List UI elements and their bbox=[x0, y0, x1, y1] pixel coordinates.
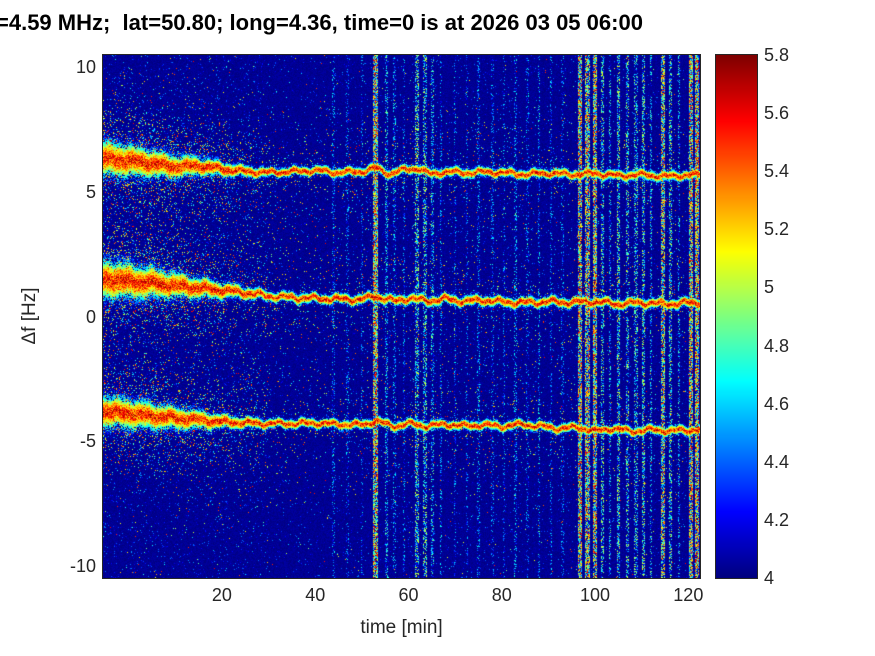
x-axis-label: time [min] bbox=[360, 617, 443, 638]
heatmap-canvas bbox=[103, 55, 700, 578]
colorbar-tick-label: 5.6 bbox=[764, 103, 790, 124]
colorbar-tick-label: 4.2 bbox=[764, 509, 790, 530]
colorbar-tick-label: 5.4 bbox=[764, 161, 790, 182]
chart-title: =4.59 MHz; lat=50.80; long=4.36, time=0 … bbox=[0, 10, 643, 35]
x-tick-label: 80 bbox=[491, 585, 512, 605]
colorbar bbox=[715, 54, 758, 579]
colorbar-tick-label: 5.2 bbox=[764, 219, 790, 240]
colorbar-tick-label: 4.6 bbox=[764, 393, 790, 414]
y-tick-label: -10 bbox=[69, 555, 96, 576]
y-tick-label: 0 bbox=[85, 306, 96, 327]
colorbar-canvas bbox=[716, 55, 757, 578]
x-tick-label: 40 bbox=[305, 585, 326, 605]
plot-area bbox=[102, 54, 701, 579]
x-tick-label: 60 bbox=[398, 585, 419, 605]
colorbar-tick-label: 5.8 bbox=[764, 45, 790, 65]
colorbar-tick-label: 4.8 bbox=[764, 335, 790, 356]
colorbar-tick-label: 4 bbox=[764, 568, 775, 588]
y-tick-label: -5 bbox=[79, 431, 96, 452]
colorbar-tick-label: 4.4 bbox=[764, 451, 790, 472]
x-tick-label: 120 bbox=[673, 585, 704, 605]
y-tick-label: 10 bbox=[75, 57, 96, 78]
colorbar-tick-label: 5 bbox=[764, 277, 775, 298]
x-tick-label: 20 bbox=[211, 585, 232, 605]
y-tick-label: 5 bbox=[85, 181, 96, 202]
x-tick-label: 100 bbox=[580, 585, 611, 605]
